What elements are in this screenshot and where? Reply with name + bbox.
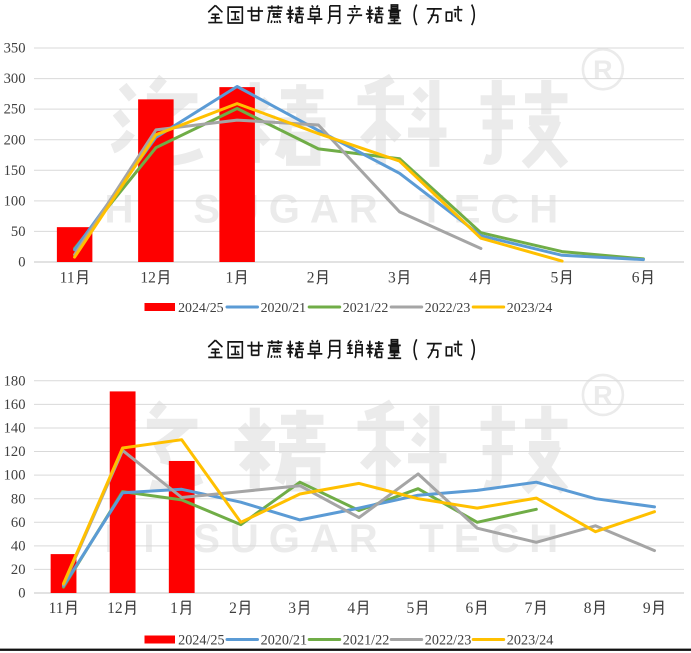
svg-text:150: 150	[4, 163, 26, 179]
svg-text:140: 140	[4, 421, 26, 437]
svg-text:160: 160	[4, 397, 26, 413]
svg-text:4: 4	[469, 270, 477, 287]
svg-text:4: 4	[347, 600, 355, 617]
svg-text:40: 40	[11, 538, 26, 554]
svg-text:2024/25: 2024/25	[178, 633, 225, 649]
svg-text:2023/24: 2023/24	[507, 633, 554, 649]
svg-text:2020/21: 2020/21	[261, 633, 308, 649]
svg-text:80: 80	[11, 491, 26, 507]
svg-text:180: 180	[4, 373, 26, 389]
svg-text:100: 100	[4, 193, 26, 209]
svg-text:TECH: TECH	[419, 188, 568, 232]
svg-text:200: 200	[4, 132, 26, 148]
svg-text:2024/25: 2024/25	[178, 301, 224, 316]
svg-text:250: 250	[4, 102, 26, 118]
svg-text:2: 2	[307, 270, 315, 287]
svg-text:R: R	[593, 55, 613, 85]
svg-text:50: 50	[11, 224, 26, 240]
svg-text:20: 20	[11, 562, 26, 578]
svg-text:3: 3	[388, 270, 396, 287]
svg-text:2022/23: 2022/23	[425, 633, 472, 649]
svg-text:2022/23: 2022/23	[425, 301, 471, 316]
svg-text:6: 6	[466, 600, 474, 617]
svg-text:2023/24: 2023/24	[507, 301, 553, 316]
svg-text:2020/21: 2020/21	[261, 301, 307, 316]
svg-text:8: 8	[584, 600, 592, 617]
svg-text:2021/22: 2021/22	[343, 301, 389, 316]
svg-text:5: 5	[406, 600, 414, 617]
svg-text:2021/22: 2021/22	[343, 633, 390, 649]
svg-text:1: 1	[170, 600, 178, 617]
svg-text:5: 5	[550, 270, 558, 287]
svg-text:60: 60	[11, 515, 26, 531]
svg-text:3: 3	[288, 600, 296, 617]
svg-text:1: 1	[225, 270, 233, 287]
svg-text:11: 11	[60, 270, 75, 287]
svg-text:300: 300	[4, 71, 26, 87]
svg-text:0: 0	[18, 255, 25, 271]
svg-text:9: 9	[643, 600, 651, 617]
svg-text:SUGAR: SUGAR	[193, 517, 387, 561]
svg-text:TECH: TECH	[419, 517, 568, 561]
svg-text:7: 7	[525, 600, 533, 617]
svg-text:350: 350	[4, 41, 26, 57]
svg-text:R: R	[593, 381, 613, 411]
svg-text:0: 0	[18, 586, 25, 602]
svg-text:12: 12	[140, 270, 156, 287]
svg-text:2: 2	[229, 600, 237, 617]
svg-text:120: 120	[4, 444, 26, 460]
svg-text:6: 6	[632, 270, 640, 287]
svg-text:11: 11	[49, 600, 64, 617]
svg-text:100: 100	[4, 468, 26, 484]
svg-text:12: 12	[107, 600, 123, 617]
